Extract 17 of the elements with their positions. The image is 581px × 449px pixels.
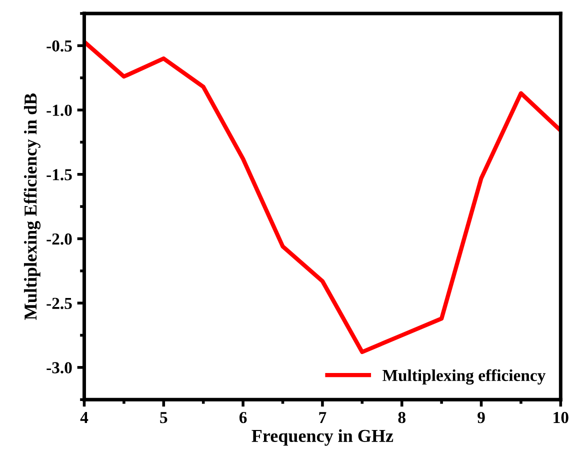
line-series [84, 40, 561, 354]
x-tick-label: 4 [80, 412, 88, 423]
y-tick-label: -0.5 [46, 40, 72, 52]
x-tick-label: 10 [554, 412, 568, 424]
legend-label: Multiplexing efficiency [382, 369, 546, 385]
x-tick-label: 7 [319, 412, 326, 423]
y-axis-title: Multiplexing Efficiency in dB [24, 93, 40, 320]
x-tick-label: 5 [160, 412, 168, 424]
y-tick-label: -2.0 [46, 233, 72, 245]
y-tick-label: -1.5 [46, 169, 72, 180]
x-tick-label: 6 [239, 412, 247, 424]
y-tick-label: -1.0 [46, 104, 72, 116]
y-tick-label: -2.5 [46, 298, 72, 310]
x-tick-label: 8 [398, 412, 406, 424]
y-tick-label: -3.0 [46, 362, 72, 374]
x-tick-label: 9 [478, 412, 485, 424]
x-axis-title: Frequency in GHz [252, 429, 394, 446]
